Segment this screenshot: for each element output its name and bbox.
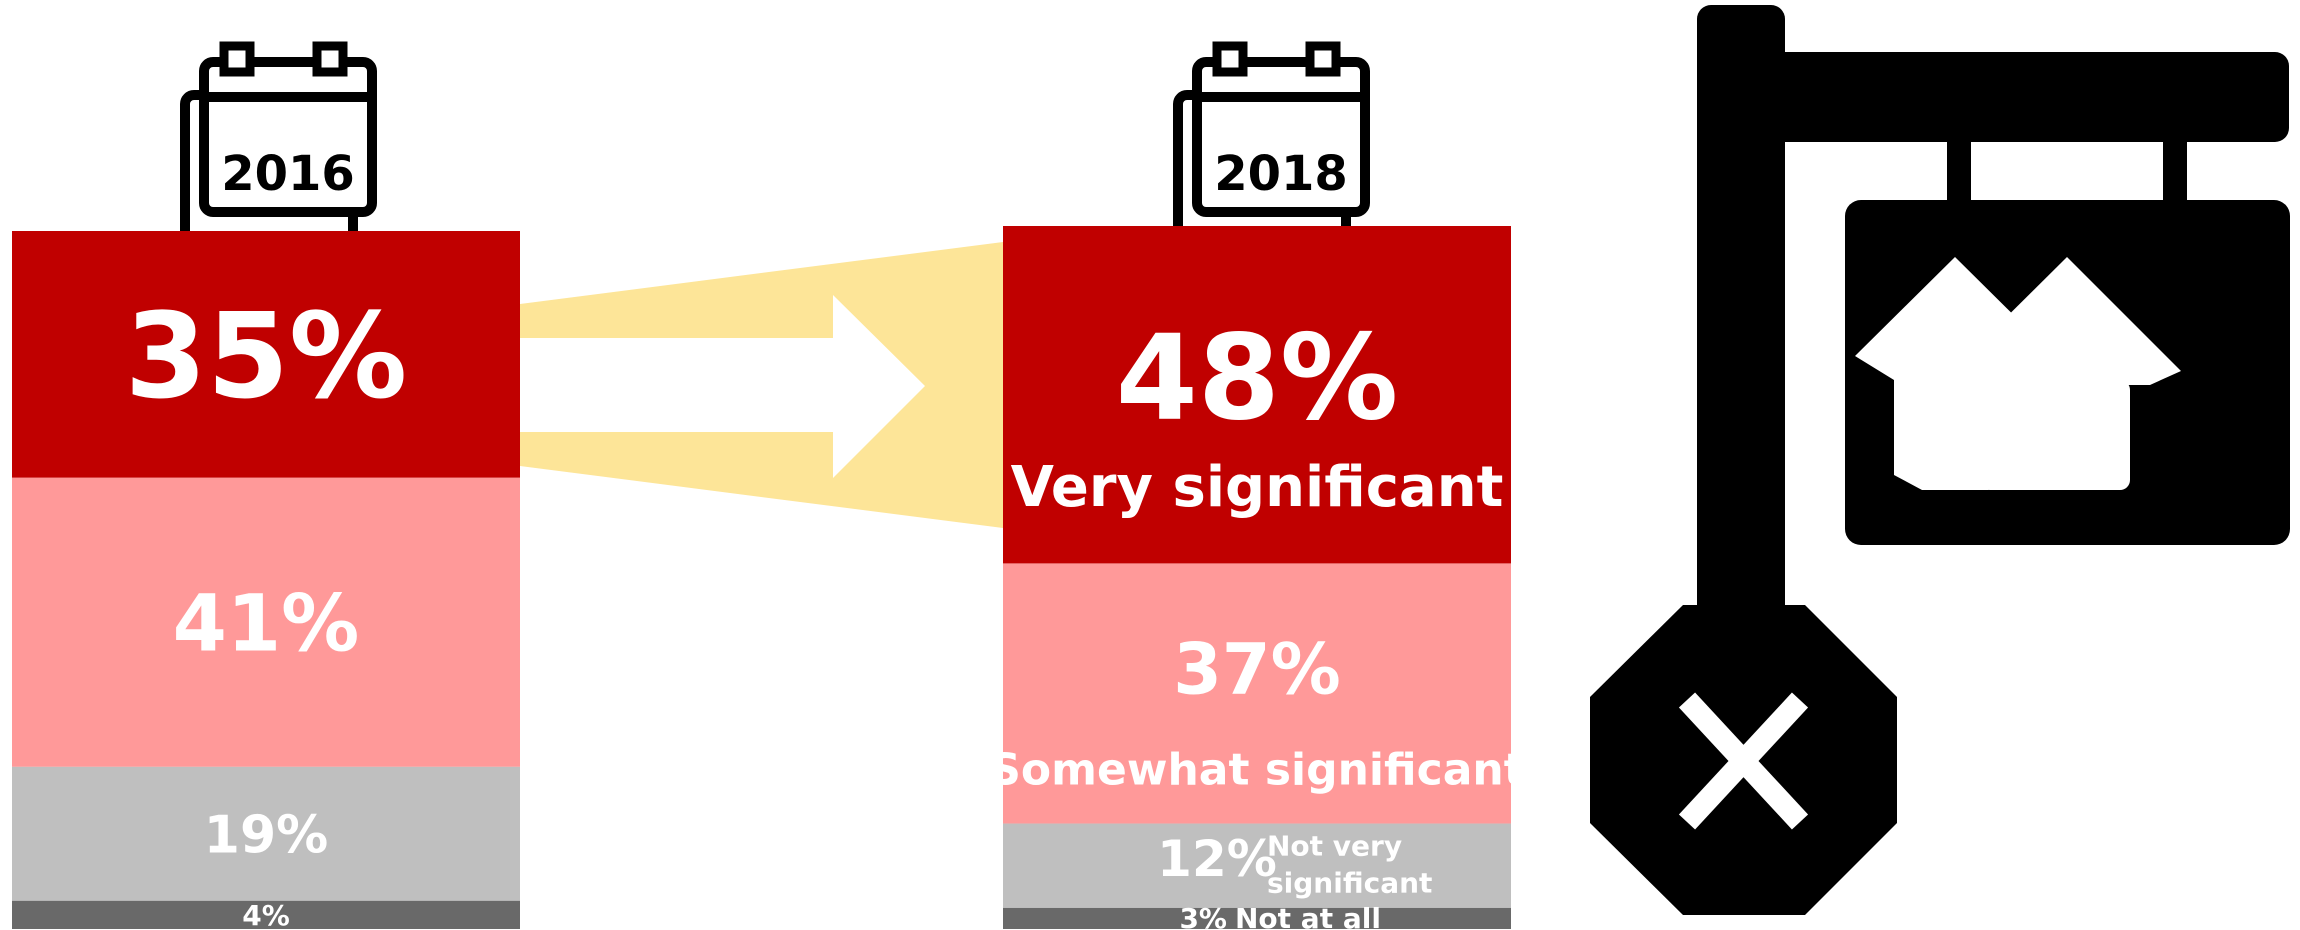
bar-segment-2016-0 [12, 231, 520, 478]
bar-segment-2018-0 [1003, 226, 1511, 564]
bars-group: 35% 41% 19% 4% 48% Very significant 37% Somewha… [12, 226, 1525, 930]
bar-segment-2016-3 [12, 900, 520, 929]
series-label-3: Not at all [1235, 902, 1381, 930]
data-label-2018-1: 37% [1173, 628, 1341, 710]
bar-segment-2016-2 [12, 766, 520, 901]
year-label-2016: 2016 [221, 146, 355, 202]
real-estate-sign-icon [1697, 5, 2290, 655]
series-label-2: Not very significant [1267, 830, 1432, 900]
series-label-1: Somewhat significant [989, 745, 1525, 796]
data-label-2018-3: 3% [1179, 902, 1227, 930]
data-label-2018-2: 12% [1157, 830, 1277, 888]
stop-sign-x-icon [1590, 605, 1897, 915]
data-label-2016-3: 4% [242, 899, 290, 930]
arrow-icon [520, 295, 925, 478]
year-label-2018: 2018 [1214, 146, 1348, 202]
data-label-2016-2: 19% [204, 806, 328, 866]
data-label-2016-0: 35% [125, 287, 407, 425]
bar-segment-2016-1 [12, 477, 520, 767]
bar-segment-2018-2 [1003, 823, 1511, 908]
bar-segment-2018-3 [1003, 907, 1511, 929]
data-label-2018-0: 48% [1116, 308, 1398, 446]
house-icon [1855, 257, 2181, 490]
series-label-0: Very significant [1011, 455, 1504, 520]
data-label-2016-1: 41% [173, 579, 360, 669]
bar-segment-2018-1 [1003, 563, 1511, 824]
calendar-icon-2018: 2018 [1173, 41, 1370, 250]
calendar-icon-2016: 2016 [180, 41, 377, 250]
